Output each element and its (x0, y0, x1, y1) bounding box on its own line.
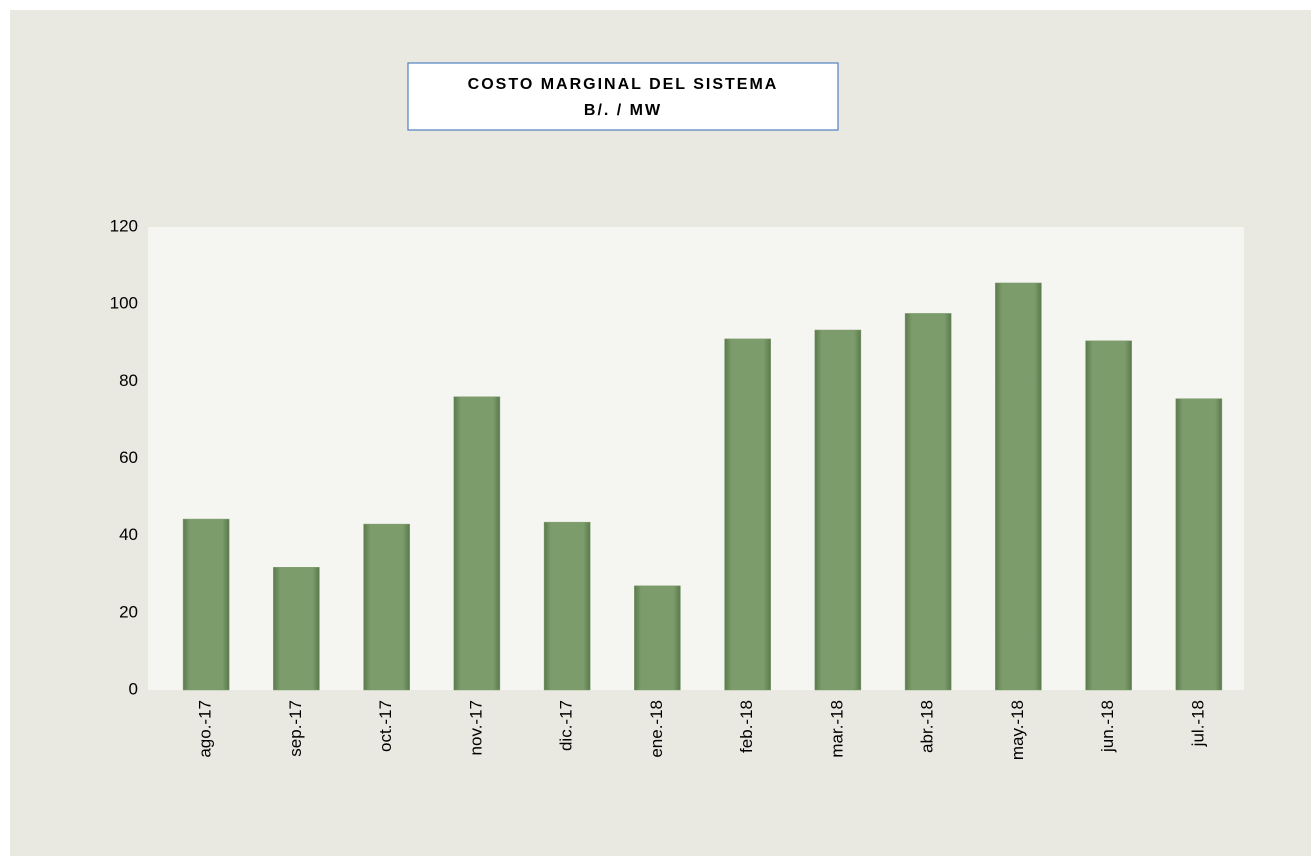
y-tick-label: 40 (119, 525, 138, 544)
bar (814, 329, 862, 691)
bar (995, 282, 1042, 691)
y-tick-label: 100 (110, 294, 138, 313)
x-tick-label: sep.-17 (286, 700, 305, 757)
x-tick-label: jun.-18 (1098, 700, 1117, 753)
chart-title: COSTO MARGINAL DEL SISTEMA (468, 76, 779, 93)
plot-area (148, 227, 1244, 690)
bar (453, 396, 501, 691)
chart-subtitle: B/. / MW (584, 102, 662, 119)
x-tick-label: jul.-18 (1188, 700, 1207, 747)
y-tick-label: 80 (119, 371, 138, 390)
bar (1175, 398, 1223, 691)
bar (363, 523, 410, 691)
x-tick-label: mar.-18 (827, 700, 846, 758)
bar (182, 518, 230, 691)
bar (724, 338, 771, 691)
bar (543, 521, 591, 691)
x-tick-label: ago.-17 (196, 700, 215, 758)
x-tick-label: ene.-18 (647, 700, 666, 758)
x-tick-label: abr.-18 (918, 700, 937, 753)
title-box (407, 62, 839, 131)
bar (904, 313, 952, 691)
x-tick-label: oct.-17 (376, 700, 395, 752)
y-tick-label: 60 (119, 448, 138, 467)
y-tick-label: 20 (119, 602, 138, 621)
y-tick-label: 120 (110, 216, 138, 235)
x-tick-label: nov.-17 (466, 700, 485, 755)
x-tick-label: may.-18 (1008, 700, 1027, 760)
bar (1085, 340, 1132, 691)
bar (273, 567, 320, 691)
x-tick-label: dic.-17 (557, 700, 576, 751)
bar (634, 585, 681, 691)
y-tick-label: 0 (129, 679, 138, 698)
x-tick-label: feb.-18 (737, 700, 756, 753)
